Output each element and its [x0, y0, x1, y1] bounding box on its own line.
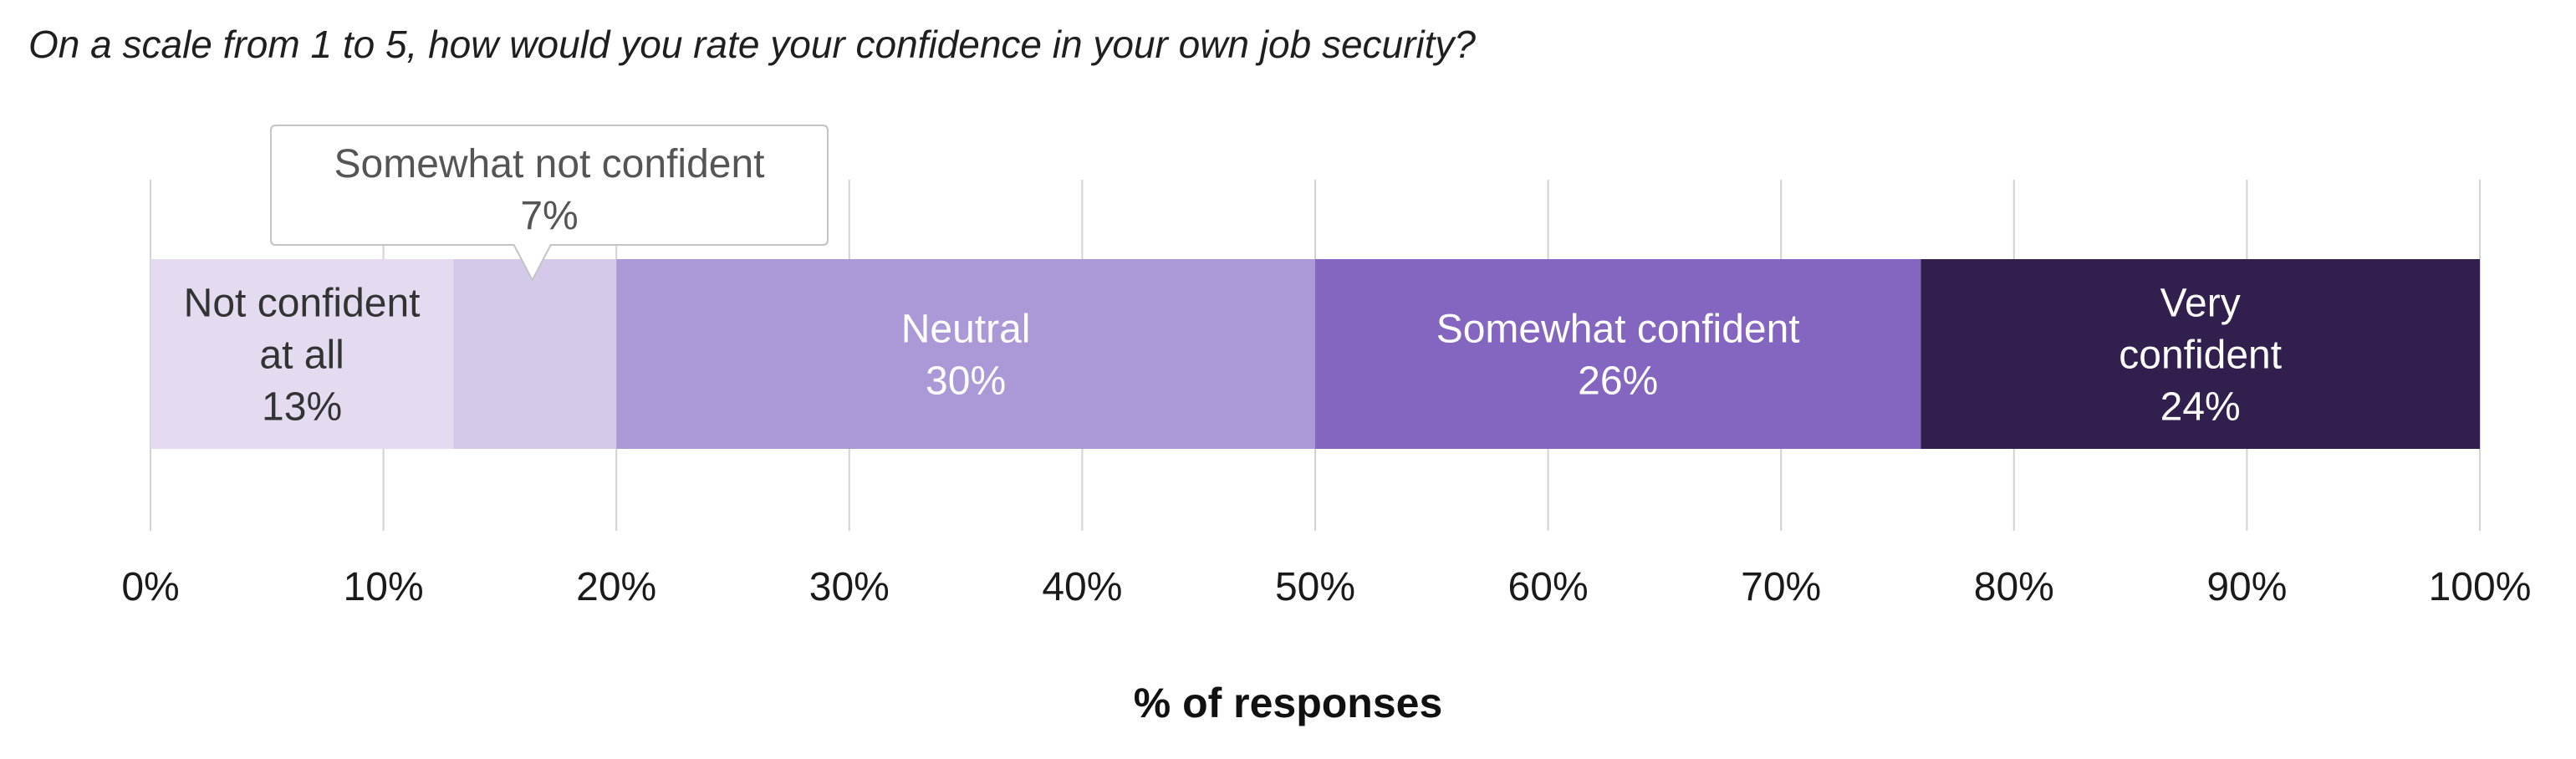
callout-box: [270, 125, 829, 283]
callout-tooltip: Somewhat not confident 7%: [270, 125, 829, 283]
segment-labels: Not confident at all 13% Somewhat not confi…: [184, 125, 2282, 429]
bar-segment: [1315, 259, 1921, 449]
segment-name-label: Somewhat confident: [1436, 307, 1800, 351]
x-tick-label: 90%: [2206, 565, 2287, 609]
bar-segments: [150, 259, 2480, 449]
x-tick-label: 50%: [1275, 565, 1355, 609]
bar-segment: [453, 259, 617, 449]
x-tick-label: 20%: [576, 565, 656, 609]
segment-value-label: 26%: [1578, 359, 1658, 403]
x-tick-label: 0%: [121, 565, 179, 609]
segment-value-label: 24%: [2160, 385, 2241, 429]
x-tick-label: 30%: [809, 565, 890, 609]
x-tick-label: 10%: [344, 565, 424, 609]
x-tick-label: 70%: [1741, 565, 1821, 609]
segment-name-label: confident: [2119, 333, 2282, 377]
segment-value-label: 30%: [926, 359, 1006, 403]
segment-name-label: Very: [2160, 281, 2241, 325]
segment-value-label: 13%: [262, 385, 342, 429]
segment-name-label: Not confident: [184, 281, 421, 325]
x-tick-label: 40%: [1042, 565, 1122, 609]
x-axis-label: % of responses: [1133, 680, 1443, 726]
bar-segment: [1921, 259, 2480, 449]
segment-name-label: Neutral: [901, 307, 1031, 351]
bar-segment: [616, 259, 1315, 449]
chart-title: On a scale from 1 to 5, how would you ra…: [28, 23, 1477, 66]
x-tick-labels: 0% 10% 20% 30% 40% 50% 60% 70% 80% 90% 100%: [121, 565, 2531, 609]
x-tick-label: 80%: [1974, 565, 2054, 609]
segment-name-label: Somewhat not confident: [334, 142, 765, 186]
segment-value-label: 7%: [520, 194, 578, 238]
x-tick-label: 100%: [2429, 565, 2532, 609]
bar-segment: [150, 259, 454, 449]
x-tick-label: 60%: [1508, 565, 1589, 609]
segment-name-label: at all: [259, 333, 344, 377]
